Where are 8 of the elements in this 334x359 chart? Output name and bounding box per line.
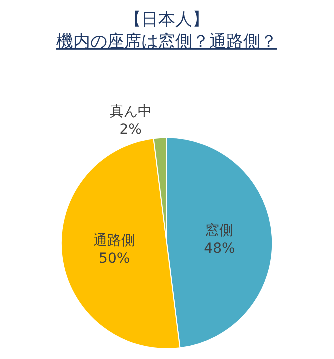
slice-label: 通路側	[94, 232, 136, 249]
data-label: 2%	[120, 122, 142, 138]
slice-label: 真ん中	[110, 104, 152, 120]
data-label: 48%	[204, 241, 236, 258]
data-label: 50%	[99, 251, 130, 268]
slice-label: 窓側	[206, 222, 234, 239]
chart-title: 【日本人】	[124, 10, 210, 30]
chart-subtitle: 機内の座席は窓側？通路側？	[56, 32, 278, 52]
